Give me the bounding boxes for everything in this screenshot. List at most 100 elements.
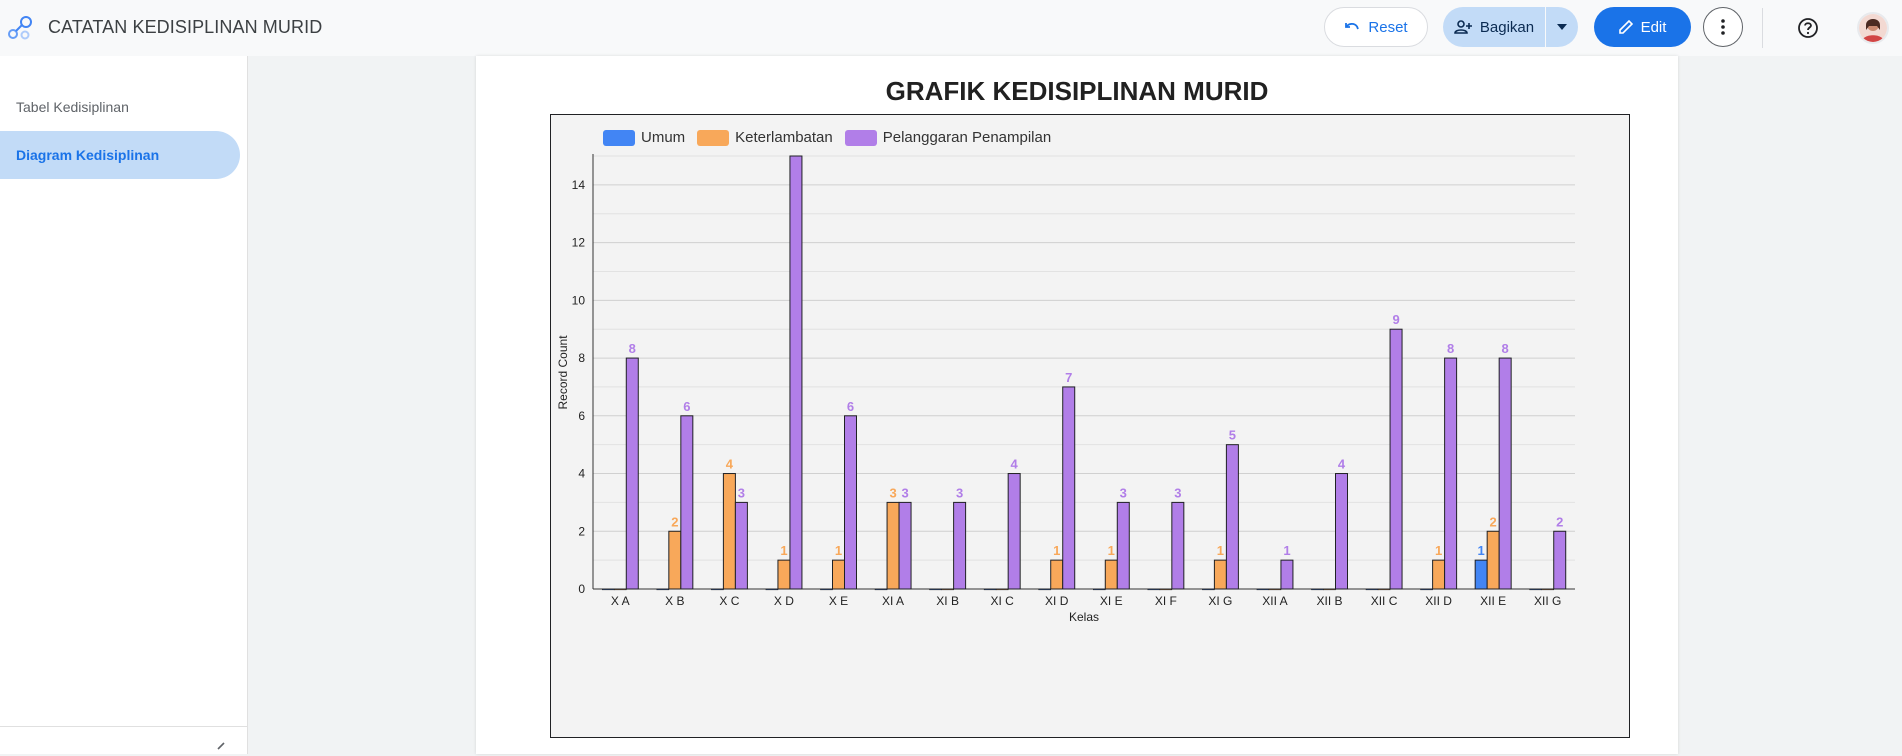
legend-swatch-keterlambatan <box>697 129 730 146</box>
bar-keterlambatan <box>995 588 1009 591</box>
toolbar-divider <box>1762 8 1763 48</box>
data-label: 3 <box>889 485 896 500</box>
chart-title: GRAFIK KEDISIPLINAN MURID <box>885 76 1269 106</box>
sidebar-divider <box>0 726 248 727</box>
x-tick-label: XII E <box>1480 594 1506 608</box>
data-label: 1 <box>1283 543 1290 558</box>
bar-keterlambatan <box>886 501 900 590</box>
avatar[interactable] <box>1857 12 1889 44</box>
sidebar-item-diagram-kedisiplinan[interactable]: Diagram Kedisiplinan <box>0 131 240 179</box>
add-person-icon <box>1454 20 1472 34</box>
help-button[interactable] <box>1792 12 1824 44</box>
data-label: 4 <box>1011 457 1019 472</box>
help-icon <box>1798 18 1818 38</box>
bar-pelanggaran-penampilan <box>680 415 694 590</box>
data-label: 3 <box>956 485 963 500</box>
bar-chart[interactable]: Umum Keterlambatan Pelanggaran Penampila… <box>550 114 1630 738</box>
collapse-sidebar-icon[interactable] <box>212 742 230 756</box>
looker-studio-icon[interactable] <box>6 14 34 42</box>
bar-umum <box>1420 588 1433 591</box>
bar-umum <box>1311 588 1324 591</box>
reset-button[interactable]: Reset <box>1324 7 1428 47</box>
y-axis-title: Record Count <box>556 335 570 410</box>
edit-button[interactable]: Edit <box>1594 7 1691 47</box>
bar-umum <box>1202 588 1215 591</box>
bar-umum <box>601 588 615 591</box>
caret-down-icon <box>1557 24 1567 30</box>
bar-umum <box>1092 588 1106 591</box>
bar-pelanggaran-penampilan <box>1335 473 1348 590</box>
pencil-icon <box>1618 20 1633 34</box>
bar-keterlambatan <box>1104 559 1118 590</box>
bar-pelanggaran-penampilan <box>1498 357 1512 590</box>
x-axis-title: Kelas <box>1069 610 1099 624</box>
share-label: Bagikan <box>1479 18 1535 36</box>
bar-keterlambatan <box>1432 559 1446 590</box>
bar-umum <box>765 588 779 591</box>
more-vert-icon <box>1721 19 1725 35</box>
x-tick-label: XII B <box>1316 594 1342 608</box>
data-label: 2 <box>1490 514 1497 529</box>
x-tick-label: XI D <box>1045 594 1069 608</box>
y-tick-label: 10 <box>572 293 586 307</box>
bar-keterlambatan <box>1268 588 1282 591</box>
data-label: 8 <box>1502 341 1509 356</box>
legend-item-keterlambatan[interactable]: Keterlambatan <box>697 129 833 146</box>
bar-pelanggaran-penampilan <box>625 357 639 590</box>
bar-keterlambatan <box>1050 559 1064 590</box>
bar-pelanggaran-penampilan <box>1553 530 1567 590</box>
report-canvas: GRAFIK KEDISIPLINAN MURID Umum Keterlamb… <box>476 56 1678 754</box>
chart-legend: Umum Keterlambatan Pelanggaran Penampila… <box>603 129 1053 146</box>
x-tick-label: X E <box>829 594 848 608</box>
share-button[interactable]: Bagikan <box>1443 7 1545 47</box>
x-tick-label: XI F <box>1155 594 1177 608</box>
data-label: 3 <box>1120 485 1127 500</box>
x-tick-label: XI B <box>936 594 959 608</box>
share-divider <box>1545 7 1546 47</box>
sidebar-item-tabel-kedisiplinan[interactable]: Tabel Kedisiplinan <box>0 83 240 131</box>
x-tick-label: XI G <box>1208 594 1232 608</box>
edit-label: Edit <box>1640 18 1667 36</box>
legend-label: Keterlambatan <box>735 129 833 146</box>
share-dropdown-button[interactable] <box>1546 7 1578 47</box>
data-label: 1 <box>1108 543 1115 558</box>
bar-keterlambatan <box>941 588 954 591</box>
data-label: 7 <box>1065 370 1072 385</box>
more-options-button[interactable] <box>1703 7 1743 47</box>
top-app-bar: CATATAN KEDISIPLINAN MURID Reset Bagikan… <box>0 0 1902 56</box>
data-label: 1 <box>1435 543 1442 558</box>
bar-keterlambatan <box>1486 530 1500 590</box>
x-tick-label: XI E <box>1100 594 1123 608</box>
bar-keterlambatan <box>722 473 736 590</box>
bar-pelanggaran-penampilan <box>1171 501 1185 590</box>
report-title[interactable]: CATATAN KEDISIPLINAN MURID <box>48 17 323 37</box>
bar-umum <box>1256 588 1270 591</box>
data-label: 1 <box>1053 543 1060 558</box>
data-label: 8 <box>1447 341 1454 356</box>
page-navigation-sidebar: Tabel Kedisiplinan Diagram Kedisiplinan <box>0 56 248 754</box>
undo-icon <box>1345 23 1360 30</box>
bar-pelanggaran-penampilan <box>953 501 967 590</box>
bar-keterlambatan <box>832 559 845 590</box>
legend-item-umum[interactable]: Umum <box>603 129 685 146</box>
data-label: 6 <box>683 399 690 414</box>
data-label: 6 <box>847 399 854 414</box>
bar-umum <box>1147 588 1161 591</box>
x-tick-label: XI A <box>882 594 904 608</box>
bar-keterlambatan <box>1377 588 1391 591</box>
x-tick-label: XII A <box>1262 594 1287 608</box>
legend-item-pelanggaran[interactable]: Pelanggaran Penampilan <box>844 129 1051 146</box>
bar-umum <box>1038 588 1052 591</box>
data-label: 9 <box>1392 312 1399 327</box>
bar-keterlambatan <box>668 530 682 590</box>
y-tick-label: 0 <box>578 582 585 596</box>
data-label: 3 <box>738 485 745 500</box>
data-label: 1 <box>835 543 842 558</box>
x-tick-label: X B <box>665 594 684 608</box>
data-label: 2 <box>1556 514 1563 529</box>
legend-label: Umum <box>641 129 686 146</box>
bar-umum <box>1474 559 1488 590</box>
data-label: 8 <box>629 341 636 356</box>
bar-keterlambatan <box>613 588 627 591</box>
bar-umum <box>874 588 888 591</box>
